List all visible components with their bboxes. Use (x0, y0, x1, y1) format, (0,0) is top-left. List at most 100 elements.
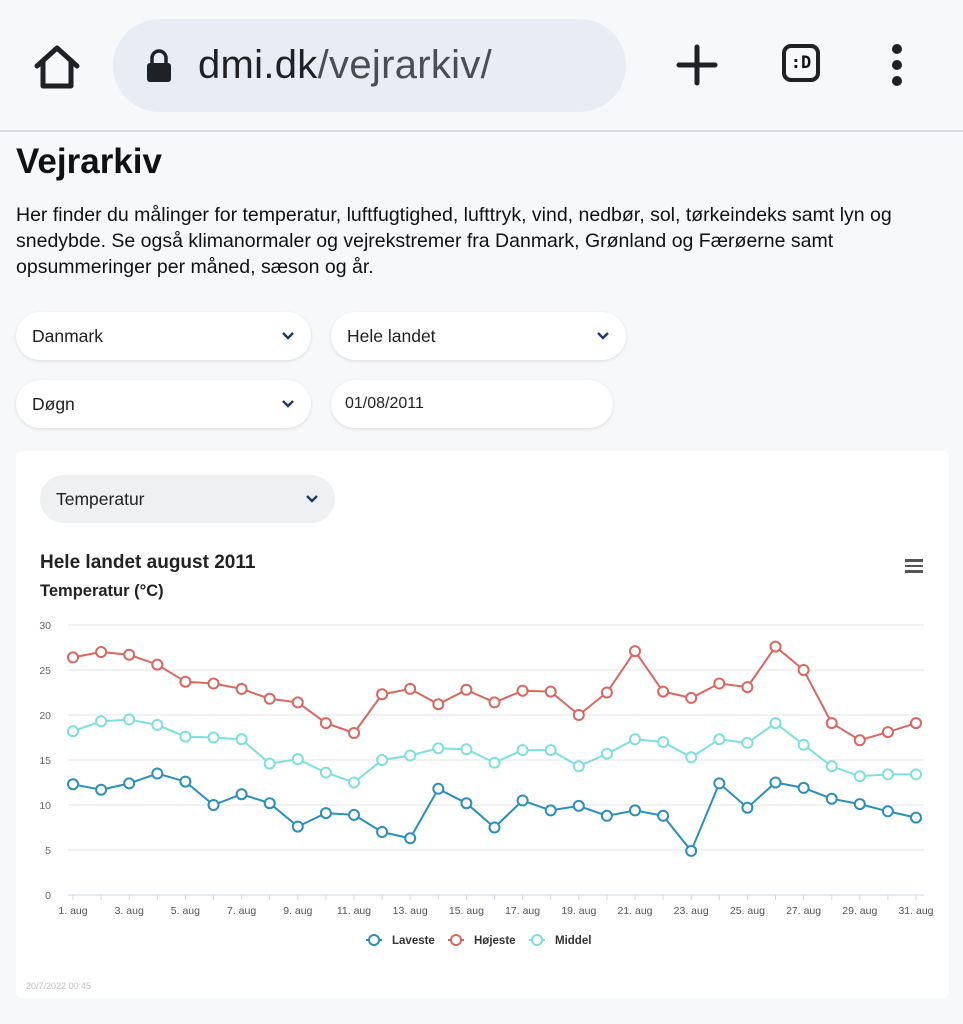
chevron-down-icon (306, 495, 318, 503)
legend-marker-lowest (368, 934, 380, 946)
data-point-highest (151, 658, 164, 671)
data-point-lowest (179, 775, 192, 788)
data-point-highest (291, 696, 304, 709)
data-point-mean (544, 744, 557, 757)
data-point-mean (460, 743, 473, 756)
period-select[interactable]: Døgn (16, 380, 311, 428)
data-point-mean (376, 754, 389, 766)
country-select[interactable]: Danmark (16, 312, 311, 360)
page-title: Vejrarkiv (16, 142, 162, 181)
parameter-select[interactable]: Temperatur (40, 475, 335, 523)
data-point-lowest (432, 782, 445, 795)
chevron-down-icon (282, 400, 294, 408)
x-tick-label: 31. aug (898, 905, 933, 917)
data-point-lowest (881, 805, 894, 818)
x-tick-label: 5. aug (171, 905, 200, 917)
data-point-lowest (67, 778, 79, 791)
data-point-highest (348, 727, 360, 739)
data-point-highest (516, 684, 529, 697)
data-point-lowest (544, 804, 557, 817)
data-point-lowest (910, 811, 922, 824)
y-tick-label: 20 (39, 710, 51, 722)
data-point-mean (291, 753, 304, 766)
data-point-highest (713, 677, 726, 690)
data-point-highest (207, 677, 220, 690)
data-point-mean (685, 751, 698, 764)
y-tick-label: 5 (45, 845, 51, 857)
data-point-mean (67, 725, 79, 738)
parameter-select-value: Temperatur (56, 488, 145, 509)
address-bar[interactable]: dmi.dk/vejrarkiv/ (113, 19, 626, 112)
data-point-lowest (291, 820, 304, 833)
data-point-mean (572, 760, 585, 773)
date-input-value: 01/08/2011 (345, 395, 424, 412)
data-point-lowest (797, 781, 810, 794)
data-point-lowest (825, 792, 838, 805)
data-point-highest (797, 664, 810, 676)
data-point-lowest (207, 799, 220, 811)
temperature-chart: 0 5 10 15 20 25 30 1. aug 3. aug 5. aug 7. aug 9. a… (39, 620, 933, 947)
x-tick-label: 13. aug (393, 905, 428, 917)
data-point-lowest (235, 788, 248, 801)
data-point-highest (432, 698, 445, 711)
data-point-mean (797, 738, 810, 751)
data-point-lowest (572, 799, 585, 812)
x-tick-label: 17. aug (505, 905, 540, 917)
data-point-lowest (263, 797, 276, 810)
more-menu-icon[interactable] (886, 44, 908, 88)
x-tick-label: 21. aug (617, 905, 652, 917)
data-point-highest (123, 648, 136, 661)
data-point-highest (685, 691, 698, 704)
data-point-lowest (657, 809, 670, 822)
date-input[interactable]: 01/08/2011 (331, 380, 613, 428)
data-point-mean (263, 757, 276, 770)
lock-icon (147, 49, 171, 82)
new-tab-icon[interactable] (676, 44, 718, 86)
data-point-highest (910, 717, 922, 730)
data-point-mean (600, 747, 613, 760)
data-point-highest (95, 646, 108, 658)
url-text: dmi.dk/vejrarkiv/ (198, 43, 492, 88)
y-tick-label: 25 (39, 665, 51, 677)
data-point-highest (881, 726, 894, 739)
data-point-highest (825, 717, 838, 730)
tab-switcher-button[interactable]: :D (782, 44, 820, 82)
data-point-highest (657, 685, 670, 698)
data-point-highest (488, 696, 501, 709)
home-icon[interactable] (30, 40, 84, 94)
data-point-lowest (123, 777, 136, 790)
data-point-lowest (95, 783, 108, 796)
data-point-highest (235, 682, 248, 695)
data-point-lowest (404, 832, 417, 845)
data-point-mean (881, 768, 894, 781)
data-point-mean (404, 749, 417, 762)
x-tick-label: 7. aug (227, 905, 256, 917)
data-point-mean (853, 770, 866, 783)
x-tick-label: 29. aug (842, 905, 877, 917)
data-point-highest (741, 681, 754, 694)
page-intro: Her finder du målinger for temperatur, l… (16, 204, 892, 278)
y-tick-label: 0 (45, 890, 51, 902)
legend-marker-highest (450, 934, 462, 946)
region-select[interactable]: Hele landet (331, 312, 626, 360)
data-point-highest (600, 686, 613, 699)
data-point-mean (713, 733, 726, 746)
data-point-highest (376, 688, 389, 701)
data-point-highest (179, 675, 192, 688)
region-select-value: Hele landet (347, 325, 436, 346)
country-select-value: Danmark (32, 325, 103, 346)
data-point-mean (741, 736, 754, 749)
data-point-highest (460, 683, 473, 696)
browser-toolbar: dmi.dk/vejrarkiv/ :D (0, 0, 963, 132)
x-tick-label: 3. aug (115, 905, 144, 917)
chart-subtitle: Temperatur (°C) (40, 582, 164, 600)
data-point-lowest (600, 809, 613, 822)
data-point-mean (235, 733, 248, 746)
legend-label-lowest: Laveste (392, 935, 435, 947)
chart-menu-icon[interactable] (905, 559, 923, 573)
legend-label-highest: Højeste (474, 935, 516, 947)
chart-title: Hele landet august 2011 (40, 552, 256, 573)
data-point-mean (825, 760, 838, 773)
data-point-mean (516, 744, 529, 757)
x-tick-label: 27. aug (786, 905, 821, 917)
